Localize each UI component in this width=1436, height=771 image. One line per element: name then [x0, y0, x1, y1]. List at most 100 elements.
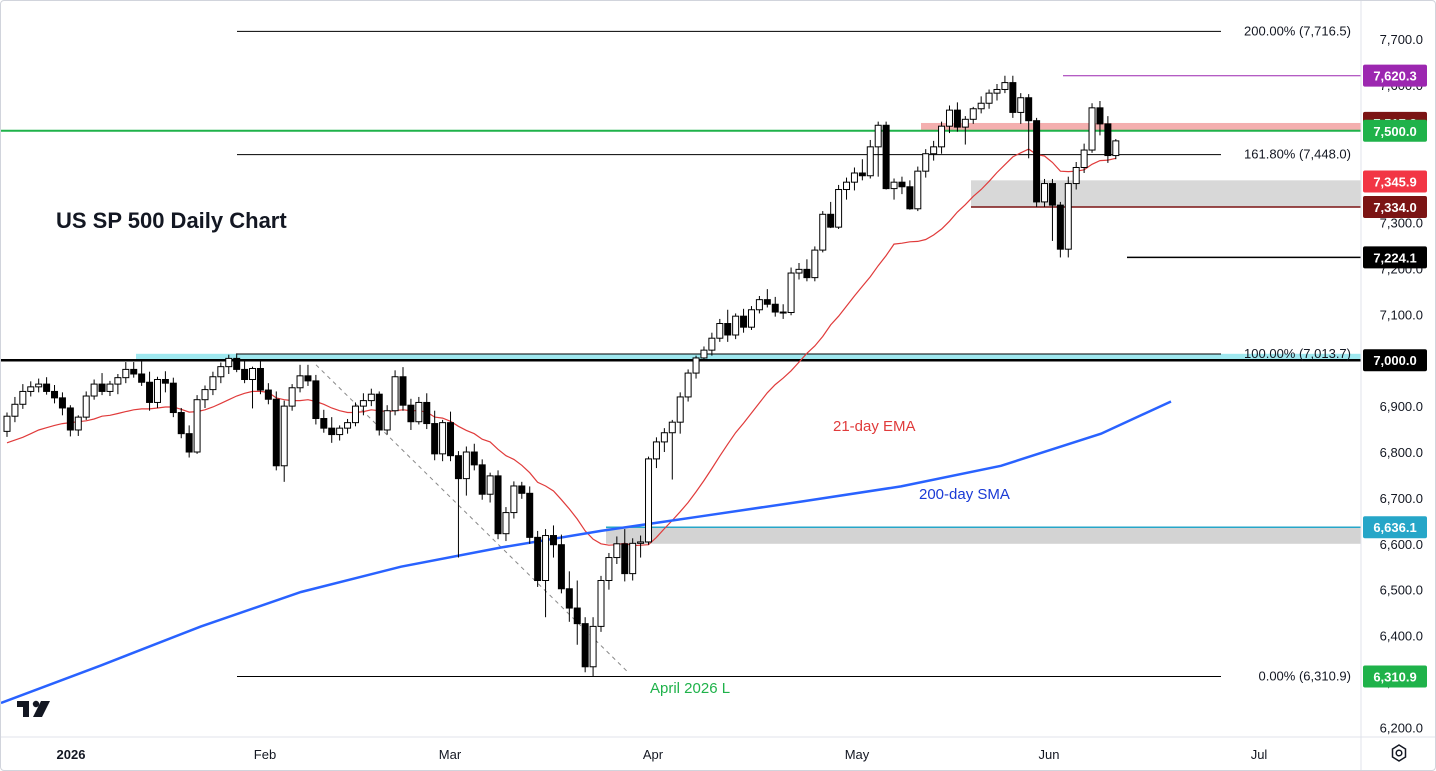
candle-body: [153, 379, 161, 403]
x-tick-label: Jul: [1251, 747, 1268, 762]
candle-body: [1017, 97, 1025, 113]
candle-body: [66, 407, 74, 431]
candle-body: [391, 376, 399, 412]
candle-body: [906, 186, 914, 210]
candle-body: [383, 410, 391, 431]
price-badge: [1363, 516, 1427, 539]
y-tick-label: 7,700.0: [1380, 32, 1423, 47]
candle-body: [351, 405, 359, 424]
candle-body: [914, 170, 922, 210]
candle-body: [98, 383, 106, 392]
candle-body: [27, 386, 35, 392]
candle-body: [304, 375, 312, 382]
candle-body: [716, 323, 724, 339]
candle-body: [169, 382, 177, 414]
candle-body: [827, 213, 835, 228]
candle-body: [953, 109, 961, 128]
candle-body: [201, 389, 209, 401]
annotation-label: 200-day SMA: [919, 486, 1010, 503]
candle-body: [629, 542, 637, 575]
candle-body: [573, 607, 581, 625]
candle-body: [542, 535, 550, 582]
candle-body: [858, 172, 866, 177]
candle-body: [557, 544, 565, 590]
y-tick-label: 6,400.0: [1380, 629, 1423, 644]
candle-body: [51, 390, 59, 399]
candle-body: [470, 451, 478, 466]
price-badge: [1363, 665, 1427, 688]
resistance-zone-7517: [921, 122, 1361, 131]
tradingview-logo-icon[interactable]: [15, 698, 55, 720]
price-badge-label: 7,334.0: [1373, 200, 1416, 215]
candle-body: [843, 181, 851, 191]
candle-body: [700, 349, 708, 359]
candle-body: [177, 412, 185, 435]
candle-body: [288, 387, 296, 407]
support-zone-7334: [971, 180, 1361, 207]
candle-body: [645, 458, 653, 543]
price-badge: [1363, 119, 1427, 142]
candle-body: [771, 303, 779, 313]
candle-body: [1072, 166, 1080, 185]
candle-body: [1096, 107, 1104, 125]
candle-body: [1104, 123, 1112, 157]
candle-body: [660, 432, 668, 443]
candle-body: [312, 380, 320, 420]
candle-body: [185, 433, 193, 453]
price-badge-label: 7,000.0: [1373, 353, 1416, 368]
candle-body: [819, 213, 827, 251]
candle-body: [676, 396, 684, 423]
candle-body: [708, 337, 716, 351]
candle-body: [209, 376, 217, 391]
candle-body: [478, 464, 486, 495]
price-badge-label: 6,310.9: [1373, 669, 1416, 684]
candle-body: [407, 404, 415, 423]
annotation-label: April 2026 L: [650, 680, 730, 697]
candle-body: [534, 536, 542, 582]
candle-body: [399, 376, 407, 406]
candle-body: [106, 383, 114, 392]
candle-body: [637, 541, 645, 544]
annotation-label: 21-day EMA: [833, 418, 916, 435]
candle-body: [486, 475, 494, 495]
zones-layer: [136, 122, 1361, 544]
fib-label: 0.00% (6,310.9): [1258, 668, 1351, 683]
candle-body: [264, 389, 272, 400]
candle-body: [256, 367, 264, 391]
y-tick-label: 6,700.0: [1380, 491, 1423, 506]
support-zone-6636: [606, 527, 1361, 544]
y-tick-label: 6,500.0: [1380, 583, 1423, 598]
candle-body: [367, 393, 375, 402]
candle-body: [462, 451, 470, 480]
candle-body: [193, 399, 201, 453]
settings-gear-icon[interactable]: [1389, 743, 1409, 763]
candle-body: [993, 88, 1001, 94]
candle-body: [296, 375, 304, 389]
price-badge-label: 7,345.9: [1373, 174, 1416, 189]
candle-body: [740, 315, 748, 328]
candle-body: [146, 381, 154, 403]
price-badge-label: 7,500.0: [1373, 124, 1416, 139]
price-badge-label: 7,620.3: [1373, 69, 1416, 84]
sma-200-line: [1, 400, 1172, 705]
levels-layer: [1, 30, 1361, 677]
y-tick-label: 7,300.0: [1380, 216, 1423, 231]
candle-body: [431, 423, 439, 455]
candle-body: [344, 422, 352, 429]
candle-body: [684, 372, 692, 398]
candle-body: [969, 108, 977, 120]
candle-body: [977, 102, 985, 110]
candle-body: [526, 492, 534, 538]
x-tick-label: Jun: [1039, 747, 1060, 762]
y-tick-label: 7,100.0: [1380, 307, 1423, 322]
price-badge: [1363, 170, 1427, 193]
candle-body: [763, 299, 771, 305]
price-badge: [1363, 195, 1427, 218]
candle-body: [1025, 97, 1033, 122]
candle-body: [581, 623, 589, 668]
fib-label: 200.00% (7,716.5): [1244, 23, 1351, 38]
zone-7000-band: [136, 353, 1361, 361]
